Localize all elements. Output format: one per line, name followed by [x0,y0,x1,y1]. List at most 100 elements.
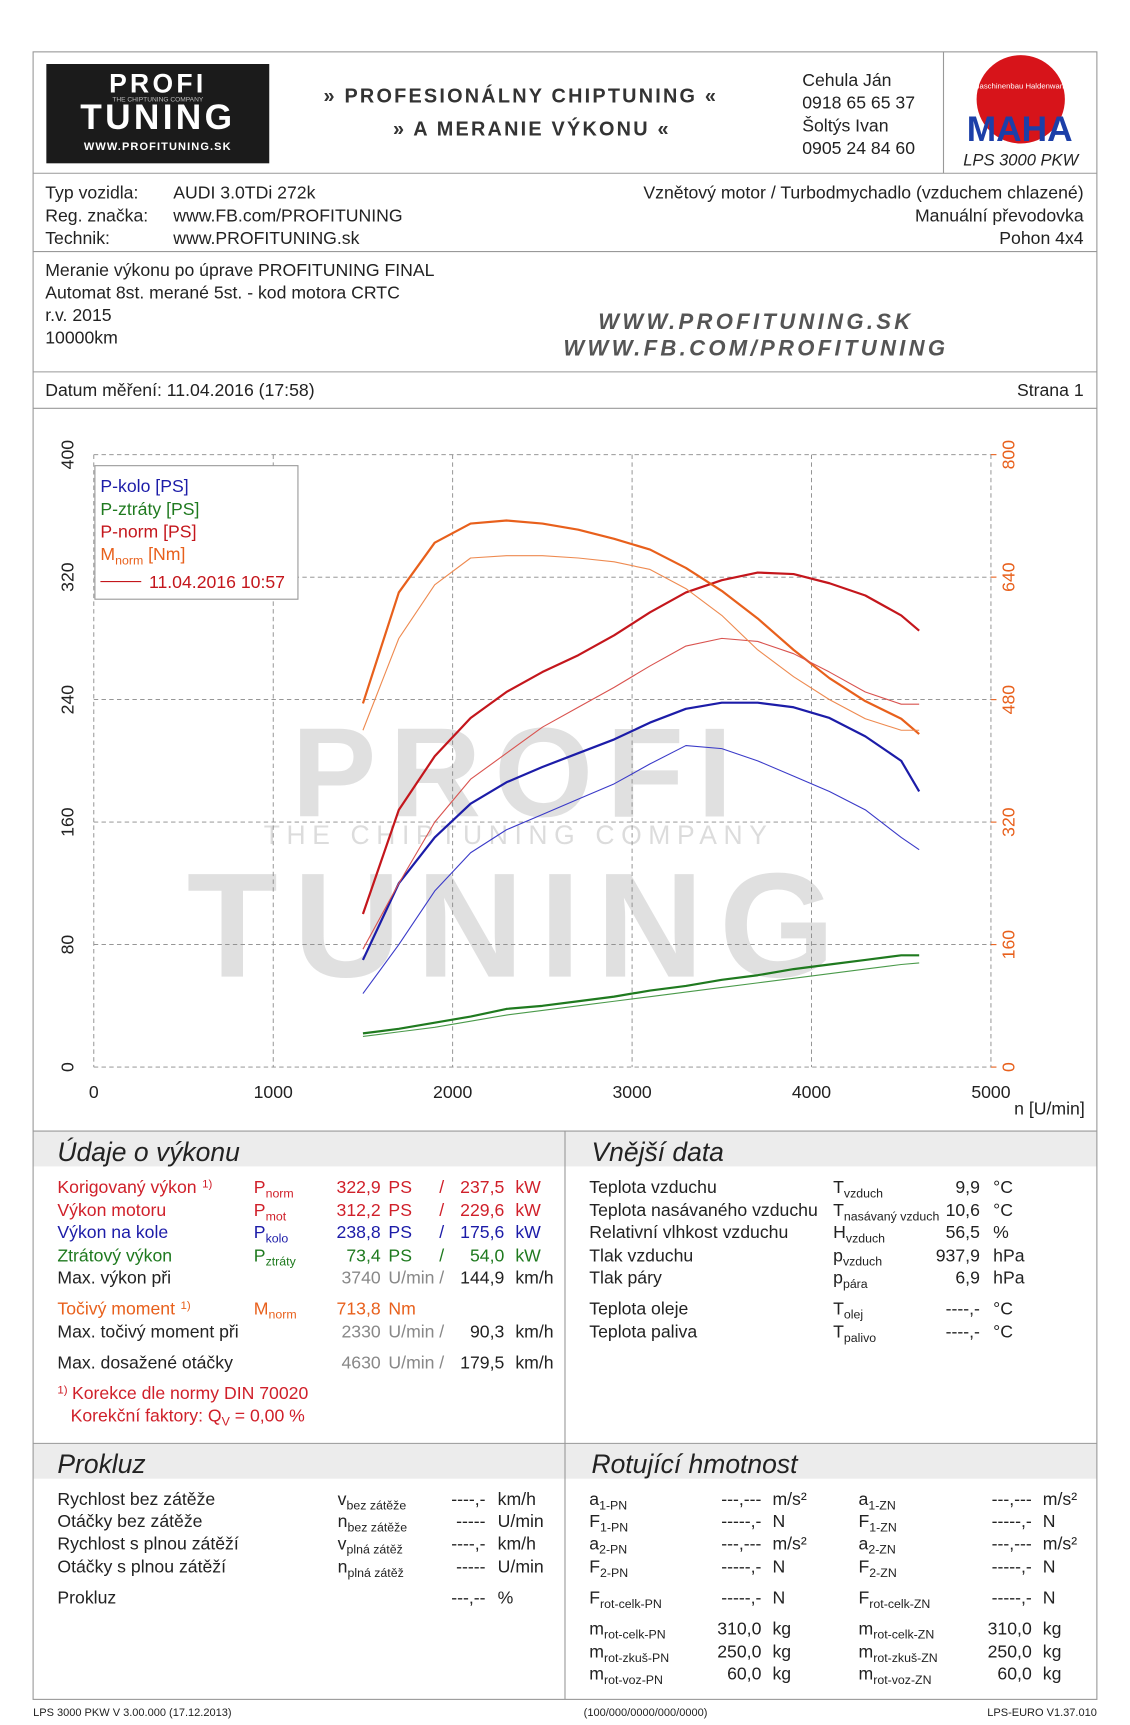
slip-value-part: ----,- [451,1489,485,1509]
series-line [362,962,920,1038]
rot-unit: kg [1043,1641,1062,1661]
slip-symbol-part: n [338,1511,348,1531]
rot-value: ---,--- [721,1533,761,1553]
ext-symbol-part: T [833,1200,844,1220]
rot-value-part: -----,- [992,1511,1032,1531]
vehicle-value: www.FB.com/PROFITUNING [172,205,402,225]
rot-unit: kg [772,1641,791,1661]
x-tick-label: 4000 [792,1082,831,1102]
rot-symbol-part: m [589,1664,604,1684]
slip-label-part: Rychlost s plnou zátěží [57,1533,238,1553]
perf-value-part: 4630 [341,1352,380,1372]
rot-unit: kg [1043,1664,1062,1684]
slip-value: ----,- [451,1489,485,1509]
y-tick-label-part: 160 [57,807,77,837]
rot-unit: N [772,1556,785,1576]
x-tick-label-part: 2000 [433,1082,472,1102]
rot-value-part: 60,0 [997,1664,1032,1684]
rot-unit: kg [772,1664,791,1684]
contact-part: Cehula Ján [802,70,891,90]
rot-symbol-part: 2-PN [600,1566,628,1580]
rot-symbol-part: 1-ZN [869,1521,896,1535]
watermark-part: TUNING [187,842,851,1009]
perf-unit-part: kW [515,1245,541,1265]
slip-symbol-part: n [338,1556,348,1576]
section-title-part: Rotující hmotnost [591,1449,799,1479]
ext-symbol-part: pára [843,1277,868,1291]
rot-unit-part: N [772,1587,785,1607]
perf-separator-part: / [439,1222,444,1242]
contact: 0905 24 84 60 [802,138,915,158]
rot-unit: m/s² [1043,1533,1077,1553]
perf-symbol: Pkolo [254,1222,289,1245]
perf-separator-part: / [439,1352,444,1372]
ext-symbol-part: p [833,1245,843,1265]
rot-symbol-part: 2-ZN [868,1543,895,1557]
section-title-part: Údaje o výkonu [57,1137,240,1167]
y2-tick-label-part: 320 [998,807,1018,837]
ext-unit: °C [993,1177,1013,1197]
ext-value: 937,9 [936,1245,980,1265]
section-title: Rotující hmotnost [591,1449,799,1479]
vehicle-value-part: www.FB.com/PROFITUNING [172,205,402,225]
rot-value-part: 310,0 [988,1618,1032,1638]
contact: 0918 65 65 37 [802,93,915,113]
perf-unit: U/min [388,1352,434,1372]
ext-symbol: ppára [833,1267,868,1290]
perf-label: Výkon motoru [57,1200,166,1220]
rot-symbol-part: rot-celk-PN [604,1628,666,1642]
rot-symbol-part: 1-PN [600,1521,628,1535]
rot-symbol-part: F [859,1556,870,1576]
measure-date-part: Datum měření: 11.04.2016 (17:58) [45,380,314,400]
logo-top-part: PROFI [109,69,206,99]
rot-unit-part: m/s² [1043,1533,1077,1553]
ext-symbol-part: vzduch [846,1232,885,1246]
perf-label: Max. točivý moment při [57,1321,238,1341]
header-title: » PROFESIONÁLNY CHIPTUNING « [324,85,719,108]
rot-unit-part: m/s² [772,1533,806,1553]
slip-label: Otáčky s plnou zátěží [57,1556,226,1576]
legend-entry: Mnorm [Nm] [100,544,185,567]
ext-symbol: pvzduch [833,1245,882,1268]
slip-unit-part: U/min [498,1511,544,1531]
slip-symbol-part: bez zátěže [346,1499,406,1513]
perf-unit: PS [388,1200,412,1220]
rot-unit: m/s² [772,1489,806,1509]
perf-unit: U/min [388,1267,434,1287]
slip-symbol: nplná zátěž [338,1556,404,1579]
perf-value-part: 175,6 [460,1222,504,1242]
logo-url: WWW.PROFITUNING.SK [84,141,232,153]
footnote: Korekční faktory: QV = 0,00 % [71,1405,306,1428]
rot-value: 310,0 [717,1618,761,1638]
y2-tick-label: 0 [998,1062,1018,1072]
slip-value-part: ---,-- [451,1587,485,1607]
perf-value-part: 713,8 [337,1298,381,1318]
ext-symbol-part: palivo [844,1331,876,1345]
perf-value: 90,3 [470,1321,505,1341]
rot-unit-part: N [1043,1556,1056,1576]
rot-unit-part: N [1043,1511,1056,1531]
rot-symbol-part: m [859,1664,874,1684]
ext-symbol: Hvzduch [833,1222,885,1245]
perf-symbol: Pnorm [254,1177,294,1200]
legend-entry-part: M [100,544,115,564]
y-tick-label-part: 0 [57,1062,77,1072]
dyno-name-part: LPS 3000 PKW [963,151,1079,170]
ext-value-part: ----,- [946,1298,980,1318]
ext-label-part: Tlak páry [589,1267,662,1287]
perf-symbol: Mnorm [254,1298,297,1321]
rot-value: -----,- [992,1556,1032,1576]
note-line-part: r.v. 2015 [45,305,112,325]
rot-value: 250,0 [988,1641,1032,1661]
slip-unit: % [498,1587,514,1607]
perf-unit-part: kW [515,1177,541,1197]
rot-symbol-part: a [859,1489,869,1509]
perf-separator-part: / [439,1200,444,1220]
perf-unit: kW [515,1177,541,1197]
rot-symbol: Frot-celk-PN [589,1587,662,1610]
section-title-part: Prokluz [57,1449,145,1479]
perf-separator-part: / [439,1321,444,1341]
y-tick-label-part: 400 [57,440,77,470]
slip-value: ---,-- [451,1587,485,1607]
